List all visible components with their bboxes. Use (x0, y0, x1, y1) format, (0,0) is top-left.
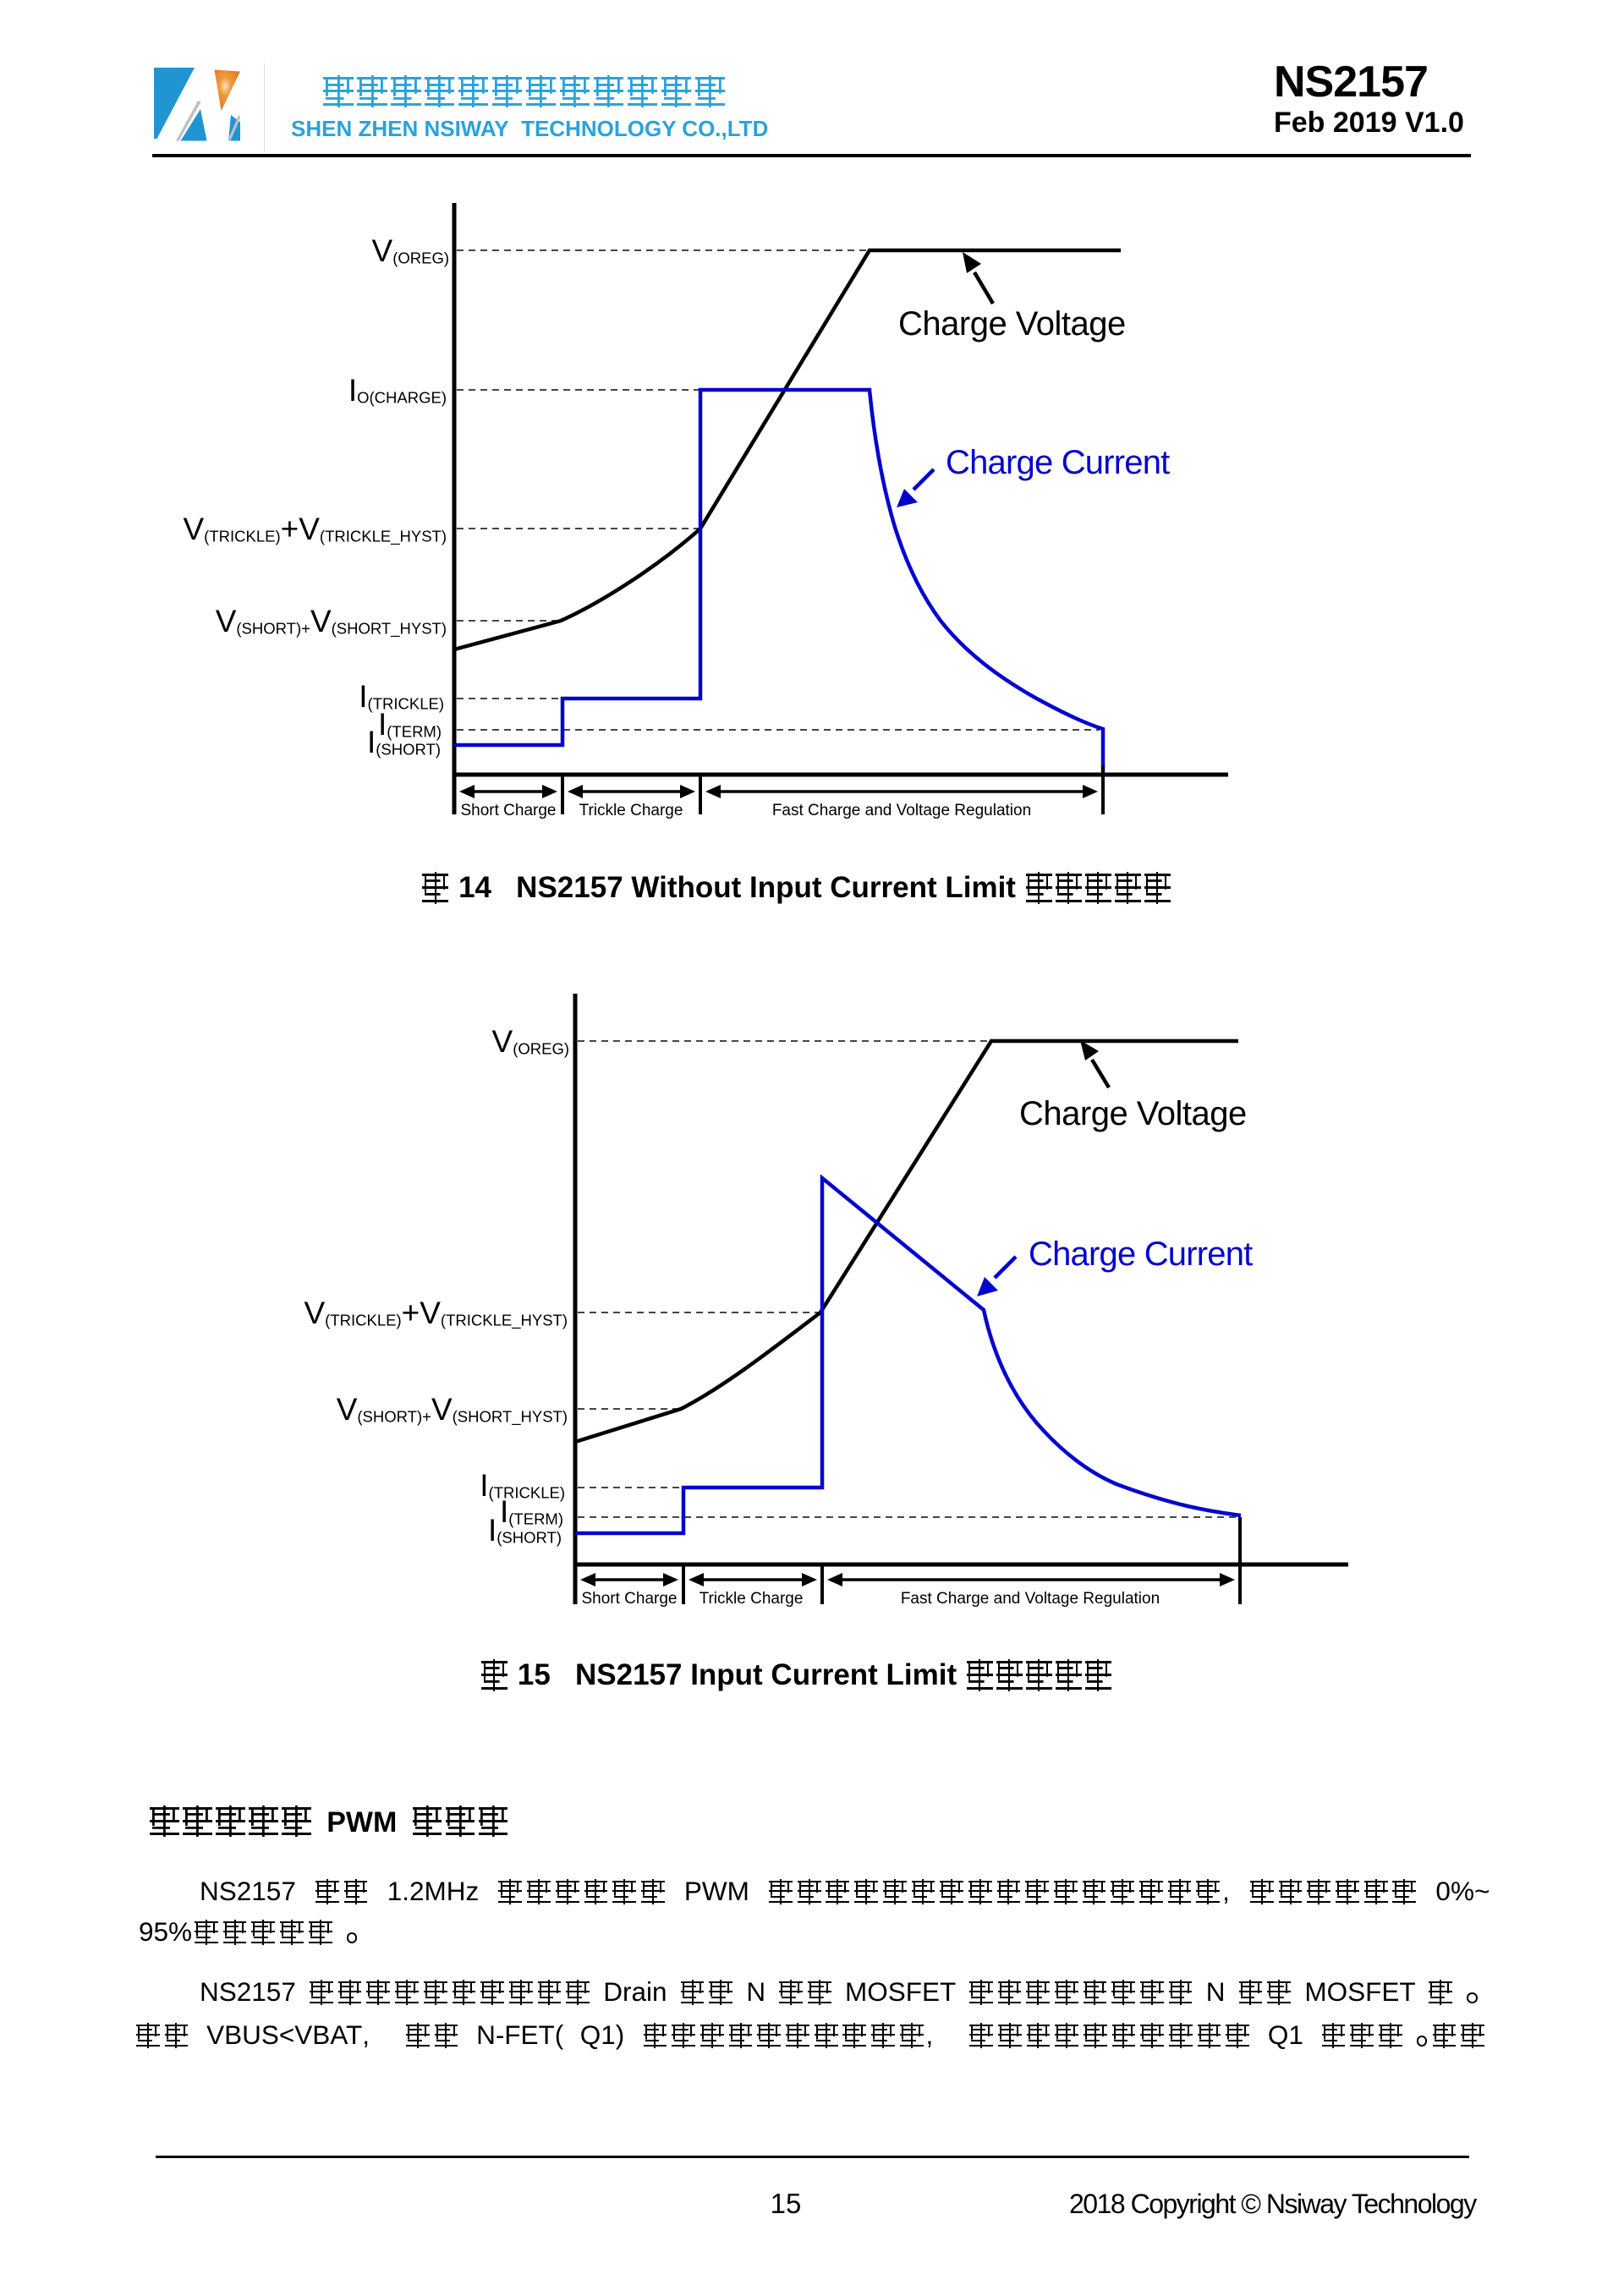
svg-text:Charge Voltage: Charge Voltage (1019, 1095, 1247, 1132)
svg-text:V(TRICKLE)+V(TRICKLE_HYST): V(TRICKLE)+V(TRICKLE_HYST) (304, 1296, 568, 1330)
svg-text:V(SHORT)+V(SHORT_HYST): V(SHORT)+V(SHORT_HYST) (337, 1392, 568, 1427)
svg-text:Charge Voltage: Charge Voltage (898, 305, 1126, 342)
svg-text:Trickle Charge: Trickle Charge (579, 802, 683, 819)
svg-text:V(OREG): V(OREG) (492, 1024, 570, 1059)
svg-text:I(TRICKLE): I(TRICKLE) (480, 1468, 565, 1503)
svg-text:V(OREG): V(OREG) (372, 233, 450, 268)
svg-text:Short Charge: Short Charge (460, 802, 556, 819)
svg-text:V(TRICKLE)+V(TRICKLE_HYST): V(TRICKLE)+V(TRICKLE_HYST) (183, 512, 447, 546)
svg-text:Short Charge: Short Charge (581, 1590, 677, 1608)
svg-text:IO(CHARGE): IO(CHARGE) (348, 373, 447, 408)
svg-text:Trickle Charge: Trickle Charge (700, 1590, 804, 1608)
svg-text:I(TRICKLE): I(TRICKLE) (359, 679, 444, 714)
svg-text:Charge Current: Charge Current (1029, 1236, 1253, 1273)
svg-text:Fast Charge and Voltage Regula: Fast Charge and Voltage Regulation (772, 802, 1031, 819)
svg-text:Charge Current: Charge Current (946, 444, 1170, 481)
svg-text:Fast Charge and Voltage Regula: Fast Charge and Voltage Regulation (901, 1590, 1160, 1608)
svg-text:V(SHORT)+V(SHORT_HYST): V(SHORT)+V(SHORT_HYST) (216, 604, 447, 638)
